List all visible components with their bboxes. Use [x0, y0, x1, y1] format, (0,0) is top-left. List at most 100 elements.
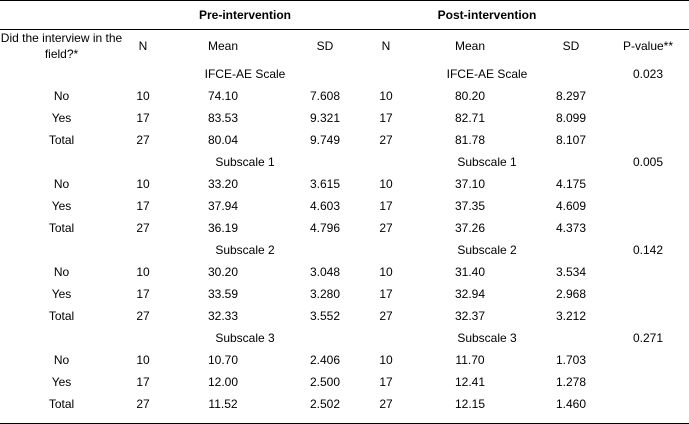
table-row: No 10 33.20 3.615 10 37.10 4.175: [0, 173, 689, 195]
pvalue-header: P-value**: [622, 39, 674, 53]
cell-mean-post: 11.70: [455, 353, 485, 367]
table-row: Yes 17 33.59 3.280 17 32.94 2.968: [0, 283, 689, 305]
cell-n-post: 17: [379, 375, 393, 389]
cell-n-pre: 10: [136, 89, 150, 103]
cell-sd-pre: 3.552: [309, 309, 341, 323]
cell-sd-post: 3.212: [555, 309, 587, 323]
section-post-label: Subscale 1: [457, 155, 517, 169]
row-label: No: [53, 177, 70, 191]
cell-mean-pre: 37.94: [207, 199, 239, 213]
section-pre-label: Subscale 1: [215, 155, 275, 169]
cell-sd-pre: 9.321: [309, 111, 341, 125]
cell-mean-pre: 33.20: [207, 177, 239, 191]
cell-sd-pre: 2.406: [309, 353, 341, 367]
top-rule: [0, 0, 689, 1]
group-header-row: Pre-intervention Post-intervention: [0, 0, 689, 29]
row-label: Total: [48, 221, 75, 235]
cell-mean-post: 32.94: [454, 287, 486, 301]
cell-mean-post: 31.40: [454, 265, 486, 279]
table-row: Total 27 32.33 3.552 27 32.37 3.212: [0, 305, 689, 327]
cell-sd-post: 4.609: [555, 199, 587, 213]
cell-mean-post: 32.37: [454, 309, 486, 323]
cell-sd-pre: 2.502: [309, 397, 341, 411]
cell-n-post: 10: [379, 353, 393, 367]
cell-n-pre: 17: [136, 287, 150, 301]
cell-sd-post: 8.107: [555, 133, 587, 147]
cell-n-pre: 10: [136, 177, 150, 191]
section-pvalue: 0.005: [632, 155, 664, 169]
section-label-row: Subscale 3 Subscale 3 0.271: [0, 327, 689, 349]
cell-mean-pre: 30.20: [207, 265, 239, 279]
table-row: Yes 17 12.00 2.500 17 12.41 1.278: [0, 371, 689, 393]
cell-n-post: 17: [379, 199, 393, 213]
cell-sd-post: 3.534: [555, 265, 587, 279]
cell-n-pre: 17: [136, 199, 150, 213]
cell-sd-post: 8.297: [555, 89, 587, 103]
cell-n-pre: 27: [136, 221, 150, 235]
cell-sd-post: 2.968: [555, 287, 587, 301]
cell-sd-pre: 3.280: [309, 287, 341, 301]
cell-sd-pre: 4.603: [309, 199, 341, 213]
cell-n-pre: 27: [136, 397, 150, 411]
results-table: Pre-intervention Post-intervention Did t…: [0, 0, 689, 415]
section-pvalue: 0.271: [632, 331, 664, 345]
cell-mean-post: 37.10: [454, 177, 486, 191]
table-row: Total 27 11.52 2.502 27 12.15 1.460: [0, 393, 689, 415]
cell-mean-post: 82.71: [454, 111, 486, 125]
post-intervention-header: Post-intervention: [437, 7, 537, 22]
cell-mean-pre: 10.70: [207, 353, 239, 367]
cell-mean-pre: 11.52: [208, 397, 238, 411]
cell-sd-pre: 3.615: [309, 177, 341, 191]
cell-n-post: 27: [379, 397, 393, 411]
section-label-row: Subscale 1 Subscale 1 0.005: [0, 151, 689, 173]
section-pre-label: Subscale 3: [215, 331, 275, 345]
cell-sd-post: 8.099: [555, 111, 587, 125]
cell-mean-post: 80.20: [454, 89, 486, 103]
cell-sd-post: 4.373: [555, 221, 587, 235]
header-rule: [0, 29, 689, 30]
row-label: Yes: [51, 199, 72, 213]
cell-n-post: 10: [379, 265, 393, 279]
section-label-row: IFCE-AE Scale IFCE-AE Scale 0.023: [0, 63, 689, 85]
cell-mean-post: 37.26: [454, 221, 486, 235]
cell-n-pre: 17: [136, 375, 150, 389]
cell-sd-pre: 4.796: [309, 221, 341, 235]
row-label: Yes: [51, 287, 72, 301]
cell-sd-pre: 7.608: [309, 89, 341, 103]
cell-n-post: 10: [379, 89, 393, 103]
cell-sd-pre: 2.500: [309, 375, 341, 389]
section-pvalue: 0.142: [632, 243, 664, 257]
sd-pre-header: SD: [316, 39, 334, 53]
cell-sd-post: 1.460: [555, 397, 587, 411]
pre-intervention-header: Pre-intervention: [198, 7, 291, 22]
cell-n-pre: 10: [136, 353, 150, 367]
cell-mean-pre: 33.59: [207, 287, 239, 301]
section-pre-label: Subscale 2: [215, 243, 275, 257]
n-pre-header: N: [138, 39, 148, 53]
cell-n-post: 10: [379, 177, 393, 191]
row-label: No: [53, 265, 70, 279]
cell-n-pre: 10: [136, 265, 150, 279]
cell-mean-pre: 83.53: [207, 111, 239, 125]
cell-n-post: 27: [379, 133, 393, 147]
cell-mean-post: 37.35: [454, 199, 486, 213]
sd-post-header: SD: [562, 39, 580, 53]
results-table-body: Pre-intervention Post-intervention Did t…: [0, 0, 689, 415]
cell-mean-pre: 36.19: [207, 221, 239, 235]
cell-mean-pre: 80.04: [207, 133, 239, 147]
cell-sd-pre: 9.749: [309, 133, 341, 147]
table-row: No 10 10.70 2.406 10 11.70 1.703: [0, 349, 689, 371]
cell-mean-pre: 74.10: [207, 89, 239, 103]
cell-mean-post: 12.41: [454, 375, 486, 389]
n-post-header: N: [381, 39, 391, 53]
table-row: Yes 17 37.94 4.603 17 37.35 4.609: [0, 195, 689, 217]
cell-n-post: 17: [379, 111, 393, 125]
row-label: Total: [48, 309, 75, 323]
cell-mean-pre: 32.33: [207, 309, 239, 323]
row-label: Yes: [51, 111, 72, 125]
cell-sd-post: 1.278: [555, 375, 587, 389]
section-pvalue: 0.023: [632, 67, 664, 81]
table-row: No 10 30.20 3.048 10 31.40 3.534: [0, 261, 689, 283]
mean-post-header: Mean: [454, 39, 486, 53]
